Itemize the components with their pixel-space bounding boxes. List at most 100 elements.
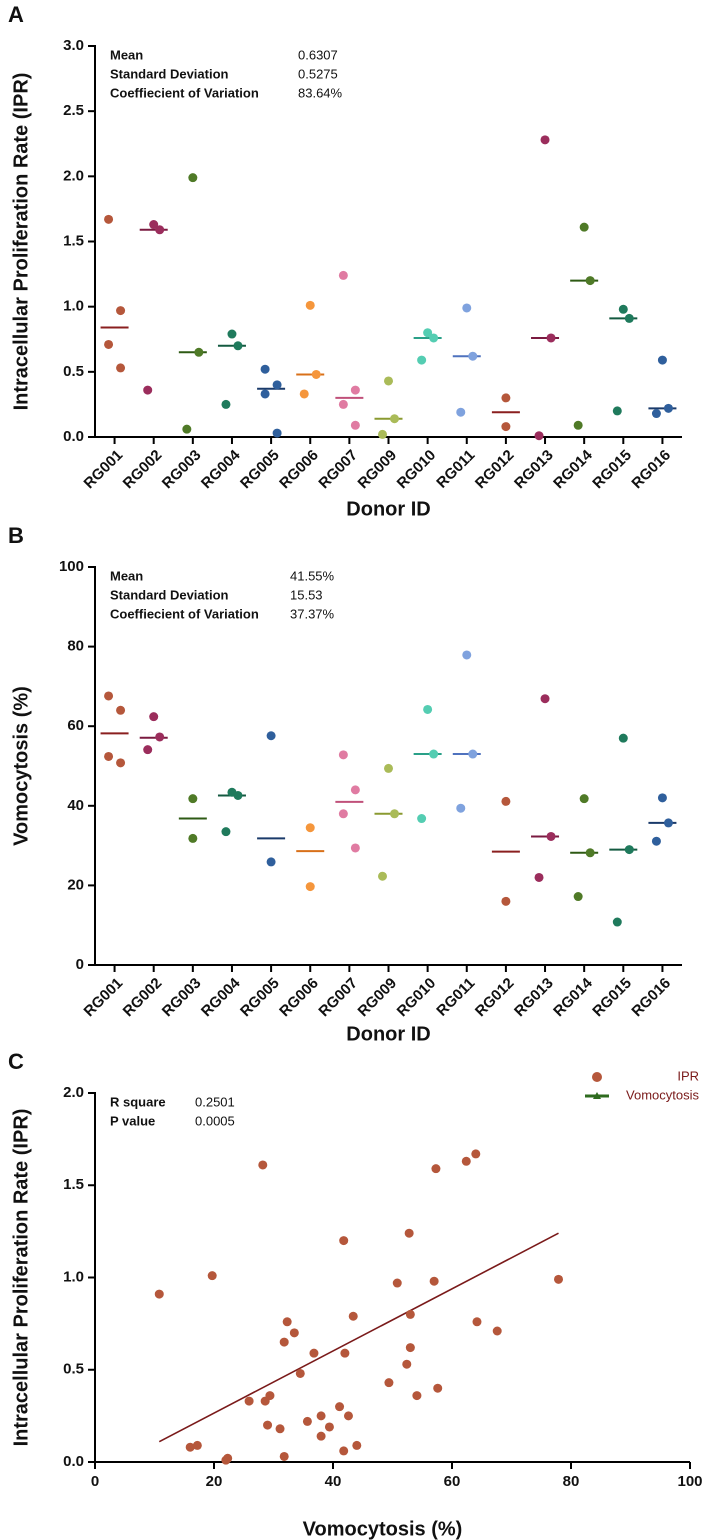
y-tick-label: 2.0: [63, 167, 84, 184]
data-point: [431, 1164, 441, 1174]
data-point: [350, 843, 360, 853]
data-point: [412, 1391, 422, 1401]
stat-label: Coeffiecient of Variation: [110, 85, 259, 100]
data-point: [554, 1274, 564, 1284]
data-point: [154, 1289, 164, 1299]
data-point: [390, 414, 399, 424]
data-point: [338, 809, 348, 819]
y-tick-label: 1.0: [63, 1268, 84, 1285]
data-point: [618, 304, 628, 314]
data-point: [546, 333, 556, 343]
data-point: [279, 1451, 289, 1461]
data-point: [104, 691, 114, 701]
data-point: [143, 745, 153, 755]
stat-label: Standard Deviation: [110, 66, 229, 81]
x-tick-label: RG001: [81, 447, 127, 493]
data-point: [657, 793, 667, 803]
data-point: [233, 790, 243, 800]
data-point: [468, 749, 478, 759]
x-tick-label: 20: [206, 1473, 223, 1490]
x-tick-label: 80: [563, 1473, 580, 1490]
y-tick-label: 2.5: [63, 102, 84, 119]
x-tick-label: RG002: [120, 447, 166, 493]
x-tick-label: RG004: [198, 974, 244, 1020]
data-point: [302, 1416, 312, 1426]
data-point: [282, 1317, 292, 1327]
data-point: [185, 1442, 195, 1452]
data-point: [155, 732, 165, 742]
x-tick-label: RG012: [472, 975, 518, 1021]
x-tick-label: RG009: [355, 975, 401, 1021]
y-tick-label: 0.5: [63, 363, 84, 380]
data-point: [612, 406, 622, 416]
data-point: [423, 704, 433, 714]
data-point: [182, 424, 192, 434]
x-tick-label: RG005: [237, 447, 283, 493]
data-point: [116, 306, 126, 316]
data-point: [462, 650, 472, 660]
data-point: [266, 857, 276, 867]
stat-label: P value: [110, 1113, 155, 1128]
data-point: [405, 1343, 415, 1353]
x-tick-label: RG015: [589, 447, 635, 493]
data-point: [390, 809, 399, 819]
y-tick-label: 0.0: [63, 1453, 84, 1470]
x-tick-label: RG003: [159, 447, 205, 493]
data-point: [501, 796, 511, 806]
data-point: [104, 214, 114, 224]
data-point: [305, 823, 315, 833]
data-point: [338, 270, 348, 280]
x-tick-label: RG013: [511, 447, 557, 493]
x-tick-label: RG015: [589, 975, 635, 1021]
data-point: [405, 1309, 415, 1319]
data-point: [378, 871, 387, 881]
data-point: [429, 749, 439, 759]
data-point: [221, 399, 231, 409]
data-point: [618, 733, 628, 743]
x-tick-label: RG006: [276, 447, 322, 493]
data-point: [429, 1276, 439, 1286]
data-point: [188, 173, 198, 183]
data-point: [501, 393, 511, 403]
data-point: [272, 380, 282, 390]
data-point: [378, 429, 387, 439]
data-point: [461, 1156, 471, 1166]
data-point: [402, 1359, 412, 1369]
data-point: [573, 892, 583, 902]
data-point: [501, 422, 511, 432]
legend-label: Vomocytosis: [626, 1087, 699, 1102]
data-point: [233, 341, 243, 351]
data-point: [272, 428, 282, 438]
data-point: [384, 763, 393, 773]
data-point: [279, 1337, 289, 1347]
data-point: [143, 385, 153, 395]
data-point: [116, 758, 126, 768]
data-point: [384, 376, 393, 386]
x-axis-label: Vomocytosis (%): [303, 1518, 463, 1540]
data-point: [340, 1348, 350, 1358]
stat-label: R square: [110, 1094, 166, 1109]
data-point: [663, 818, 673, 828]
data-point: [612, 917, 622, 927]
stat-label: Standard Deviation: [110, 587, 229, 602]
data-point: [309, 1348, 319, 1358]
data-point: [417, 814, 427, 824]
stat-value: 0.2501: [195, 1094, 235, 1109]
data-point: [299, 389, 309, 399]
panel-letter: A: [8, 2, 24, 27]
y-tick-label: 1.5: [63, 232, 84, 249]
data-point: [573, 420, 583, 430]
x-tick-label: RG005: [237, 975, 283, 1021]
data-point: [258, 1160, 268, 1170]
data-point: [350, 385, 360, 395]
y-tick-label: 0.0: [63, 428, 84, 445]
data-point: [149, 220, 159, 230]
x-tick-label: RG007: [315, 447, 361, 493]
data-point: [188, 833, 198, 843]
data-point: [579, 222, 589, 232]
x-tick-label: RG009: [355, 447, 401, 493]
data-point: [663, 403, 673, 413]
data-point: [316, 1431, 326, 1441]
